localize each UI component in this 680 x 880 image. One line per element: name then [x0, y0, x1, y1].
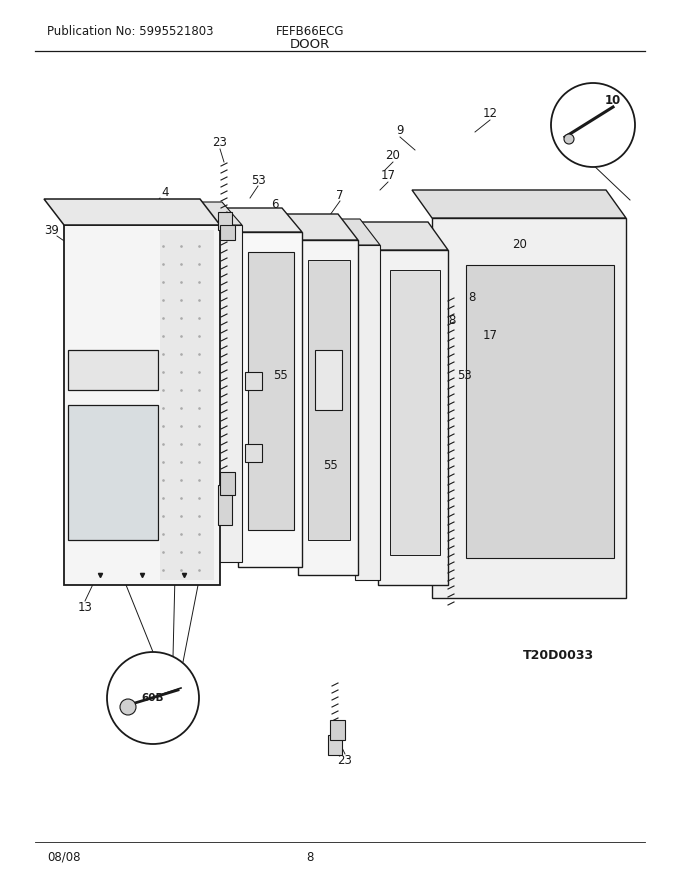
Text: 39: 39: [45, 224, 59, 237]
Text: DOOR: DOOR: [290, 38, 330, 50]
Polygon shape: [68, 350, 158, 390]
Text: 8: 8: [306, 850, 313, 863]
Polygon shape: [330, 720, 345, 740]
Text: 13: 13: [78, 600, 92, 613]
Text: 17: 17: [381, 168, 396, 181]
Text: 8: 8: [448, 313, 456, 326]
Polygon shape: [220, 472, 235, 495]
Polygon shape: [378, 250, 448, 585]
Text: 20: 20: [386, 149, 401, 162]
Text: 17: 17: [483, 328, 498, 341]
Text: 55: 55: [273, 369, 288, 382]
Polygon shape: [432, 218, 626, 598]
Text: 12: 12: [483, 106, 498, 120]
Text: 6: 6: [271, 197, 279, 210]
Polygon shape: [298, 240, 358, 575]
Polygon shape: [64, 225, 220, 585]
Bar: [160, 230, 214, 580]
Polygon shape: [245, 372, 262, 390]
Polygon shape: [198, 202, 242, 225]
Circle shape: [551, 83, 635, 167]
Circle shape: [107, 652, 199, 744]
Text: 53: 53: [251, 173, 265, 187]
Polygon shape: [248, 252, 294, 530]
Text: 23: 23: [213, 136, 227, 149]
Polygon shape: [218, 212, 232, 230]
Polygon shape: [358, 222, 448, 250]
Circle shape: [120, 699, 136, 715]
Text: 7: 7: [336, 188, 344, 202]
Text: 60B: 60B: [141, 693, 165, 703]
Polygon shape: [355, 245, 380, 580]
Polygon shape: [328, 735, 342, 755]
Polygon shape: [412, 190, 626, 218]
Polygon shape: [308, 260, 350, 540]
Polygon shape: [238, 232, 302, 567]
Polygon shape: [220, 225, 235, 240]
Text: Publication No: 5995521803: Publication No: 5995521803: [47, 25, 214, 38]
Polygon shape: [466, 265, 614, 558]
Text: T20D0033: T20D0033: [522, 649, 594, 662]
Polygon shape: [218, 485, 232, 525]
Polygon shape: [315, 350, 342, 410]
Text: FEFB66ECG: FEFB66ECG: [276, 25, 344, 38]
Polygon shape: [245, 444, 262, 462]
Text: 53: 53: [458, 369, 473, 382]
Polygon shape: [390, 270, 440, 555]
Circle shape: [564, 134, 574, 144]
Text: 4: 4: [161, 186, 169, 199]
Text: 55: 55: [322, 458, 337, 472]
Polygon shape: [218, 225, 242, 562]
Text: 10: 10: [605, 93, 621, 106]
Text: 20: 20: [513, 238, 528, 251]
Polygon shape: [68, 405, 158, 540]
Polygon shape: [335, 219, 380, 245]
Text: 08/08: 08/08: [47, 850, 80, 863]
Text: 23: 23: [337, 753, 352, 766]
Polygon shape: [218, 208, 302, 232]
Polygon shape: [278, 214, 358, 240]
Text: 8: 8: [469, 290, 476, 304]
Polygon shape: [44, 199, 220, 225]
Text: 9: 9: [396, 123, 404, 136]
